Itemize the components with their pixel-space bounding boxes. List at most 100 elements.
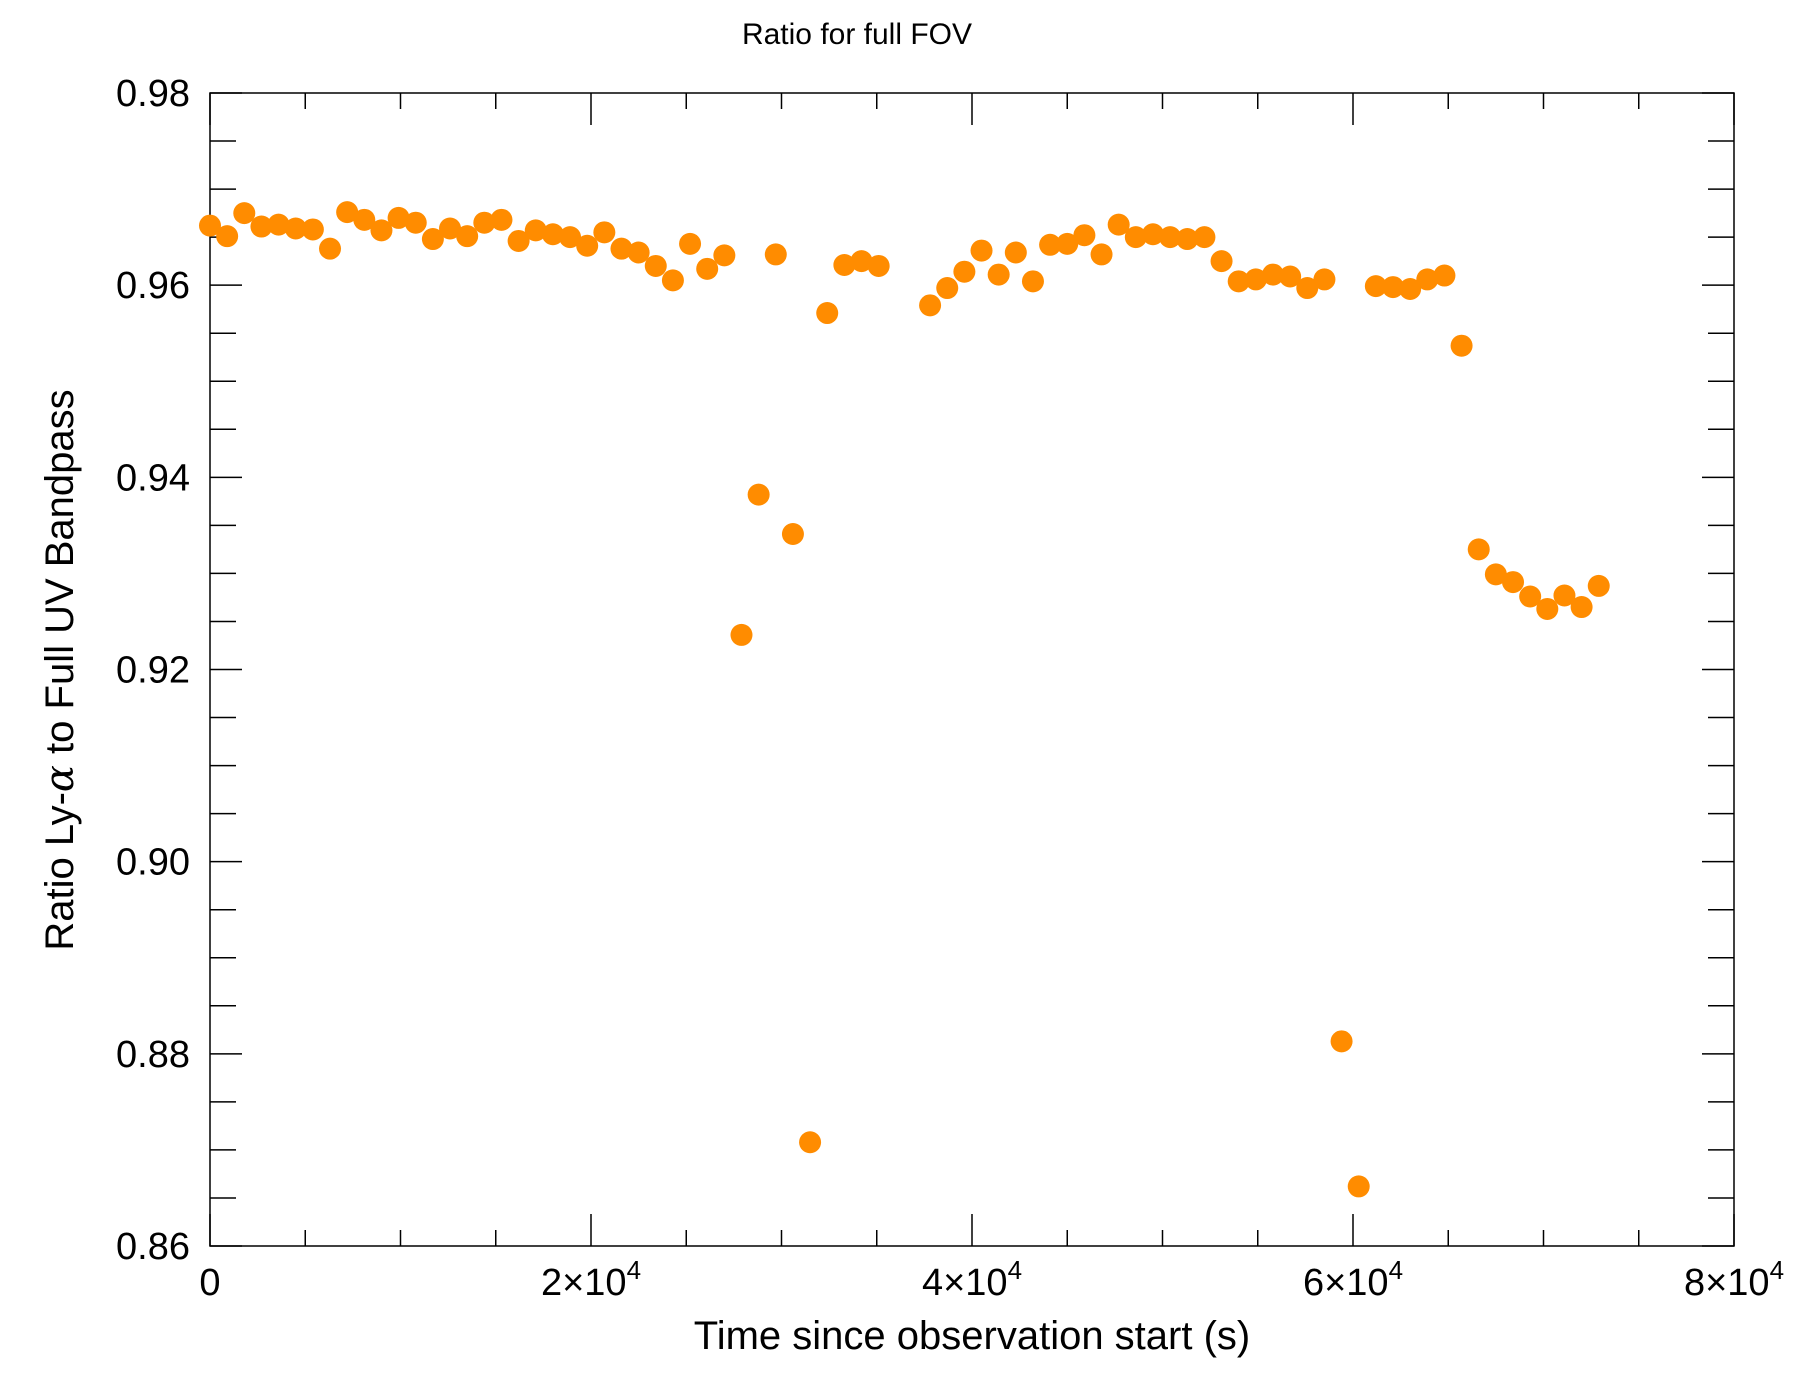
y-tick-label: 0.88 <box>116 1034 190 1076</box>
data-point <box>1279 265 1302 288</box>
data-point <box>1416 268 1439 291</box>
y-axis-label-alpha: α <box>37 765 83 792</box>
x-tick-label: 6×104 <box>1303 1255 1403 1304</box>
y-tick-label: 0.94 <box>116 457 190 499</box>
y-axis-label-prefix: Ratio Ly- <box>38 792 82 951</box>
data-point <box>1502 571 1525 594</box>
data-point <box>1090 243 1113 266</box>
data-point <box>319 237 342 260</box>
data-point <box>336 201 359 224</box>
data-point <box>1261 263 1284 286</box>
data-point <box>1004 241 1027 264</box>
data-point <box>1296 277 1319 300</box>
data-point <box>1536 597 1559 620</box>
data-point <box>764 243 787 266</box>
data-point <box>1159 226 1182 249</box>
data-point <box>404 211 427 234</box>
data-point <box>199 214 221 237</box>
data-point <box>816 302 839 325</box>
data-point <box>473 211 496 234</box>
data-point <box>627 241 650 264</box>
data-point <box>267 213 290 236</box>
data-point <box>833 253 856 276</box>
data-point <box>559 226 582 249</box>
data-point <box>1176 228 1199 251</box>
data-point <box>987 263 1010 286</box>
chart-title: Ratio for full FOV <box>742 18 972 51</box>
y-tick-label: 0.90 <box>116 842 190 884</box>
x-tick-label: 0 <box>199 1262 220 1304</box>
y-tick-label: 0.92 <box>116 650 190 692</box>
data-point <box>644 254 667 277</box>
data-point <box>1141 223 1164 246</box>
data-point <box>541 223 564 246</box>
data-point <box>250 215 273 238</box>
data-point <box>679 232 702 255</box>
data-point <box>1330 1030 1353 1053</box>
data-point <box>490 208 513 231</box>
y-axis-tick-labels: 0.86 0.88 0.90 0.92 0.94 0.96 0.98 <box>116 73 190 1268</box>
data-point <box>353 208 376 231</box>
y-tick-label: 0.86 <box>116 1226 190 1268</box>
y-tick-label: 0.96 <box>116 265 190 307</box>
data-point <box>1382 276 1405 299</box>
data-point <box>233 202 256 225</box>
data-point <box>781 523 804 546</box>
data-point <box>387 206 410 229</box>
data-point <box>610 237 633 260</box>
data-point <box>867 254 890 277</box>
data-point <box>696 257 719 280</box>
data-point <box>284 217 307 240</box>
x-tick-label: 2×104 <box>541 1255 641 1304</box>
data-point <box>593 221 616 244</box>
data-point <box>576 234 599 257</box>
data-point <box>1364 275 1387 298</box>
data-point <box>936 277 959 300</box>
data-point <box>1587 574 1610 597</box>
data-point <box>421 228 444 251</box>
data-point <box>1484 563 1507 586</box>
data-point <box>1553 584 1576 607</box>
data-point <box>439 217 462 240</box>
data-point <box>1039 233 1062 256</box>
data-point <box>1107 213 1130 236</box>
data-point <box>1450 334 1473 357</box>
data-point <box>1021 270 1044 293</box>
axis-ticks <box>209 92 1735 1247</box>
data-point <box>953 260 976 283</box>
data-point <box>507 229 530 252</box>
x-axis-label: Time since observation start (s) <box>694 1314 1250 1358</box>
data-point <box>456 225 479 248</box>
y-tick-label: 0.98 <box>116 73 190 115</box>
x-tick-label: 8×104 <box>1684 1255 1784 1304</box>
y-axis-label: Ratio Ly-α to Full UV Bandpass <box>37 389 83 950</box>
data-point <box>1313 268 1336 291</box>
data-point <box>216 225 239 248</box>
data-point <box>850 250 873 273</box>
data-point <box>1124 226 1147 249</box>
data-point <box>799 1131 822 1154</box>
data-point <box>970 239 993 262</box>
data-point <box>524 219 547 242</box>
data-point <box>1399 278 1422 301</box>
data-point <box>1519 585 1542 608</box>
data-points <box>199 201 1610 1198</box>
data-point <box>661 269 684 292</box>
data-point <box>1056 232 1079 255</box>
data-point <box>1467 538 1490 561</box>
data-point <box>1193 226 1216 249</box>
data-point <box>1210 250 1233 273</box>
data-point <box>1433 264 1456 287</box>
data-point <box>1570 596 1593 619</box>
y-axis-label-suffix: to Full UV Bandpass <box>38 389 82 765</box>
data-point <box>1073 224 1096 247</box>
x-tick-label: 4×104 <box>922 1255 1022 1304</box>
data-point <box>1227 270 1250 293</box>
data-point <box>919 294 942 317</box>
data-point <box>747 483 770 506</box>
data-point <box>370 219 393 242</box>
data-point <box>713 244 736 267</box>
x-axis-tick-labels: 0 2×104 4×104 6×104 8×104 <box>199 1255 1784 1304</box>
data-point <box>1347 1175 1370 1198</box>
